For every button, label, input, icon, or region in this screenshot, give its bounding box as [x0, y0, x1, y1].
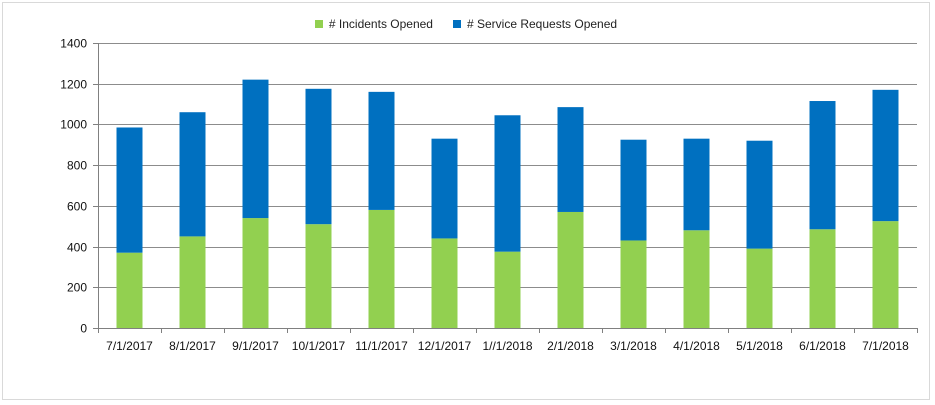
bar-incidents [746, 248, 773, 328]
legend-label-service-requests: # Service Requests Opened [466, 17, 618, 31]
bar-incidents [683, 230, 710, 328]
x-tick-label: 7/1/2018 [862, 339, 909, 353]
legend: # Incidents Opened # Service Requests Op… [3, 17, 929, 31]
x-tick-label: 6/1/2018 [799, 339, 846, 353]
bar-service-requests [494, 115, 521, 252]
bar-incidents [872, 221, 899, 328]
legend-item-incidents: # Incidents Opened [314, 17, 433, 31]
bar-incidents [620, 240, 647, 328]
x-tick-label: 3/1/2018 [610, 339, 657, 353]
bar-service-requests [242, 79, 269, 219]
legend-swatch-service-requests [452, 20, 461, 28]
x-tick-label: 7/1/2017 [106, 339, 153, 353]
bar-service-requests [872, 89, 899, 222]
y-tick-label: 1400 [60, 37, 87, 51]
bar-incidents [242, 218, 269, 328]
bar-service-requests [620, 139, 647, 241]
y-tick-label: 1200 [60, 78, 87, 92]
legend-label-incidents: # Incidents Opened [328, 17, 433, 31]
x-tick-label: 4/1/2018 [673, 339, 720, 353]
bar-incidents [431, 238, 458, 328]
bar-service-requests [116, 127, 143, 253]
x-tick-label: 11/1/2017 [355, 339, 408, 353]
y-tick-label: 1000 [60, 118, 87, 132]
bar-incidents [179, 236, 206, 328]
y-tick-label: 400 [67, 241, 87, 255]
x-tick-label: 12/1/2017 [418, 339, 472, 353]
legend-swatch-incidents [314, 20, 323, 28]
y-tick-label: 800 [67, 159, 87, 173]
x-tick-label: 2/1/2018 [547, 339, 594, 353]
x-tick-label: 1//1/2018 [482, 339, 532, 353]
y-tick-label: 200 [67, 281, 87, 295]
bar-incidents [809, 229, 836, 328]
bar-incidents [494, 251, 521, 328]
x-tick-label: 10/1/2017 [292, 339, 346, 353]
x-tick-label: 8/1/2017 [169, 339, 216, 353]
bar-service-requests [683, 138, 710, 231]
x-tick-label: 9/1/2017 [232, 339, 279, 353]
bar-service-requests [368, 91, 395, 210]
x-tick-label: 5/1/2018 [736, 339, 783, 353]
bar-service-requests [557, 107, 584, 212]
bar-service-requests [809, 101, 836, 230]
bar-incidents [368, 209, 395, 328]
bar-service-requests [179, 112, 206, 237]
bar-incidents [557, 211, 584, 328]
bar-incidents [116, 252, 143, 328]
bar-service-requests [746, 140, 773, 249]
legend-item-service-requests: # Service Requests Opened [452, 17, 618, 31]
bar-service-requests [305, 88, 332, 225]
chart-area: # Incidents Opened # Service Requests Op… [2, 2, 930, 400]
y-tick-label: 600 [67, 200, 87, 214]
bar-incidents [305, 224, 332, 328]
y-tick-label: 0 [80, 322, 87, 336]
bar-service-requests [431, 138, 458, 239]
